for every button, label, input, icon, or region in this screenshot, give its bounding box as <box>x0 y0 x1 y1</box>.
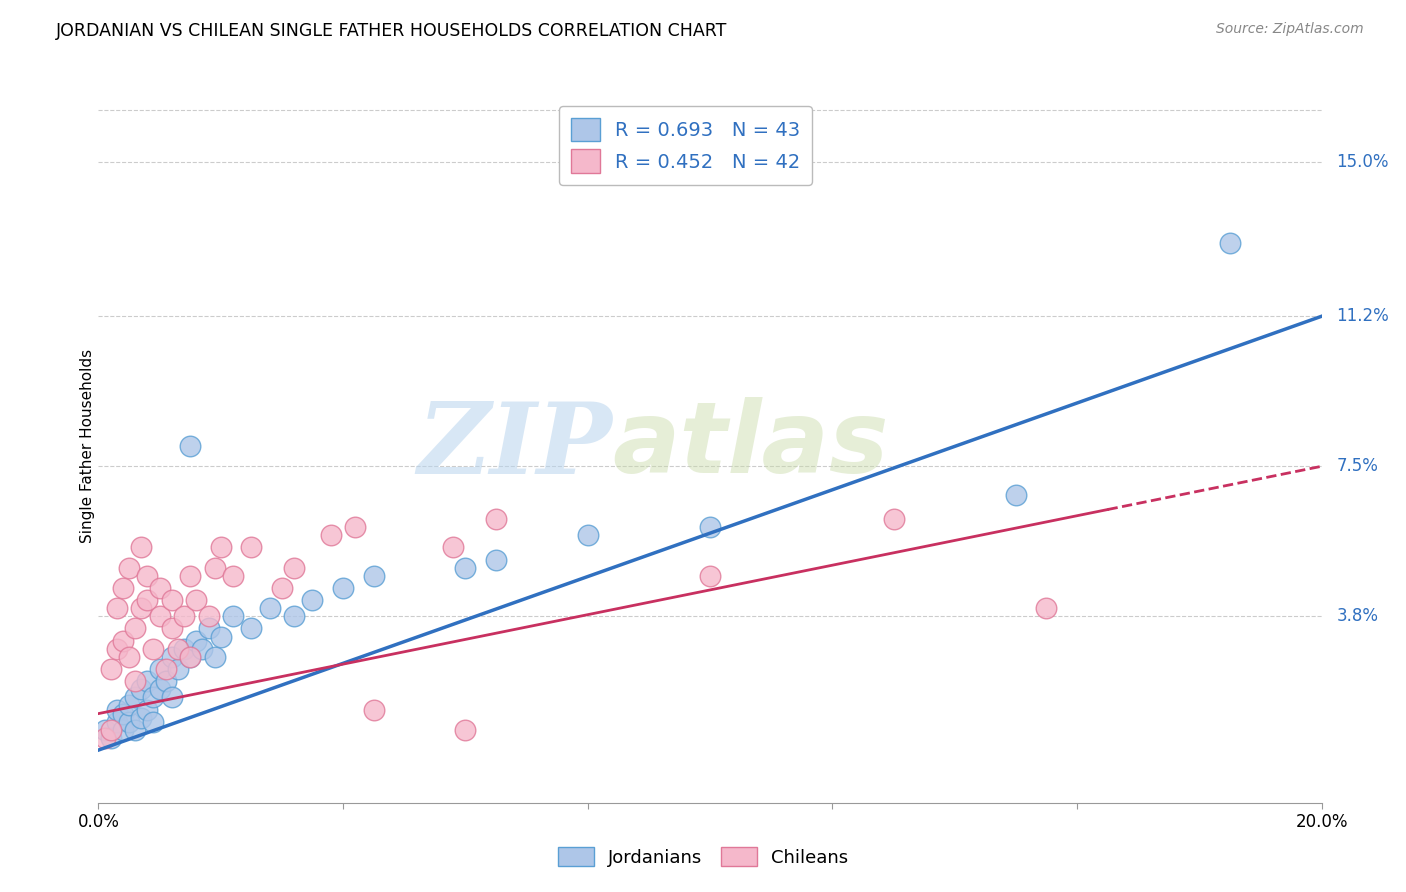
Point <box>344 520 367 534</box>
Point <box>167 641 190 656</box>
Point <box>332 581 354 595</box>
Point <box>149 662 172 676</box>
Point <box>363 702 385 716</box>
Point <box>142 714 165 729</box>
Point <box>160 690 183 705</box>
Point <box>240 622 263 636</box>
Point <box>111 633 134 648</box>
Point <box>105 641 128 656</box>
Point <box>454 560 477 574</box>
Point <box>149 581 172 595</box>
Point <box>129 711 152 725</box>
Text: Source: ZipAtlas.com: Source: ZipAtlas.com <box>1216 22 1364 37</box>
Point <box>179 649 201 664</box>
Legend: R = 0.693   N = 43, R = 0.452   N = 42: R = 0.693 N = 43, R = 0.452 N = 42 <box>560 106 813 185</box>
Point <box>111 706 134 721</box>
Text: ZIP: ZIP <box>418 398 612 494</box>
Point <box>270 581 292 595</box>
Point <box>155 674 177 689</box>
Point <box>142 641 165 656</box>
Point <box>118 698 141 713</box>
Point <box>204 560 226 574</box>
Point <box>283 609 305 624</box>
Point <box>186 633 208 648</box>
Point <box>111 581 134 595</box>
Point <box>136 674 159 689</box>
Point <box>136 593 159 607</box>
Point <box>173 641 195 656</box>
Point <box>105 702 128 716</box>
Point <box>111 723 134 737</box>
Point <box>118 649 141 664</box>
Point <box>363 568 385 582</box>
Legend: Jordanians, Chileans: Jordanians, Chileans <box>551 840 855 874</box>
Point <box>124 690 146 705</box>
Point <box>129 541 152 555</box>
Point <box>136 568 159 582</box>
Point <box>160 649 183 664</box>
Point <box>179 649 201 664</box>
Point <box>124 622 146 636</box>
Point <box>301 593 323 607</box>
Point <box>222 609 245 624</box>
Text: 11.2%: 11.2% <box>1336 307 1389 326</box>
Point <box>129 601 152 615</box>
Point <box>576 528 599 542</box>
Text: atlas: atlas <box>612 398 889 494</box>
Point <box>173 609 195 624</box>
Point <box>155 662 177 676</box>
Point <box>118 560 141 574</box>
Point <box>240 541 263 555</box>
Point <box>100 662 122 676</box>
Point <box>319 528 342 542</box>
Point <box>209 630 232 644</box>
Point <box>1035 601 1057 615</box>
Point <box>129 682 152 697</box>
Text: 3.8%: 3.8% <box>1336 607 1378 625</box>
Point <box>454 723 477 737</box>
Point <box>160 593 183 607</box>
Point <box>1004 488 1026 502</box>
Point <box>100 723 122 737</box>
Point <box>485 552 508 566</box>
Point <box>197 609 219 624</box>
Point <box>124 723 146 737</box>
Point <box>105 714 128 729</box>
Point <box>93 731 115 745</box>
Point <box>149 682 172 697</box>
Point <box>160 622 183 636</box>
Point <box>441 541 464 555</box>
Point <box>124 674 146 689</box>
Point <box>93 723 115 737</box>
Point <box>204 649 226 664</box>
Point <box>105 601 128 615</box>
Point <box>699 520 721 534</box>
Point <box>186 593 208 607</box>
Point <box>883 512 905 526</box>
Point <box>209 541 232 555</box>
Y-axis label: Single Father Households: Single Father Households <box>80 349 94 543</box>
Point <box>485 512 508 526</box>
Point <box>179 439 201 453</box>
Point <box>136 702 159 716</box>
Point <box>179 568 201 582</box>
Point <box>699 568 721 582</box>
Point <box>259 601 281 615</box>
Point <box>118 714 141 729</box>
Point <box>167 662 190 676</box>
Point <box>222 568 245 582</box>
Text: 7.5%: 7.5% <box>1336 458 1378 475</box>
Point <box>149 609 172 624</box>
Text: JORDANIAN VS CHILEAN SINGLE FATHER HOUSEHOLDS CORRELATION CHART: JORDANIAN VS CHILEAN SINGLE FATHER HOUSE… <box>56 22 728 40</box>
Point <box>100 731 122 745</box>
Point <box>1219 236 1241 251</box>
Text: 15.0%: 15.0% <box>1336 153 1389 171</box>
Point <box>142 690 165 705</box>
Point <box>197 622 219 636</box>
Point <box>283 560 305 574</box>
Point <box>191 641 214 656</box>
